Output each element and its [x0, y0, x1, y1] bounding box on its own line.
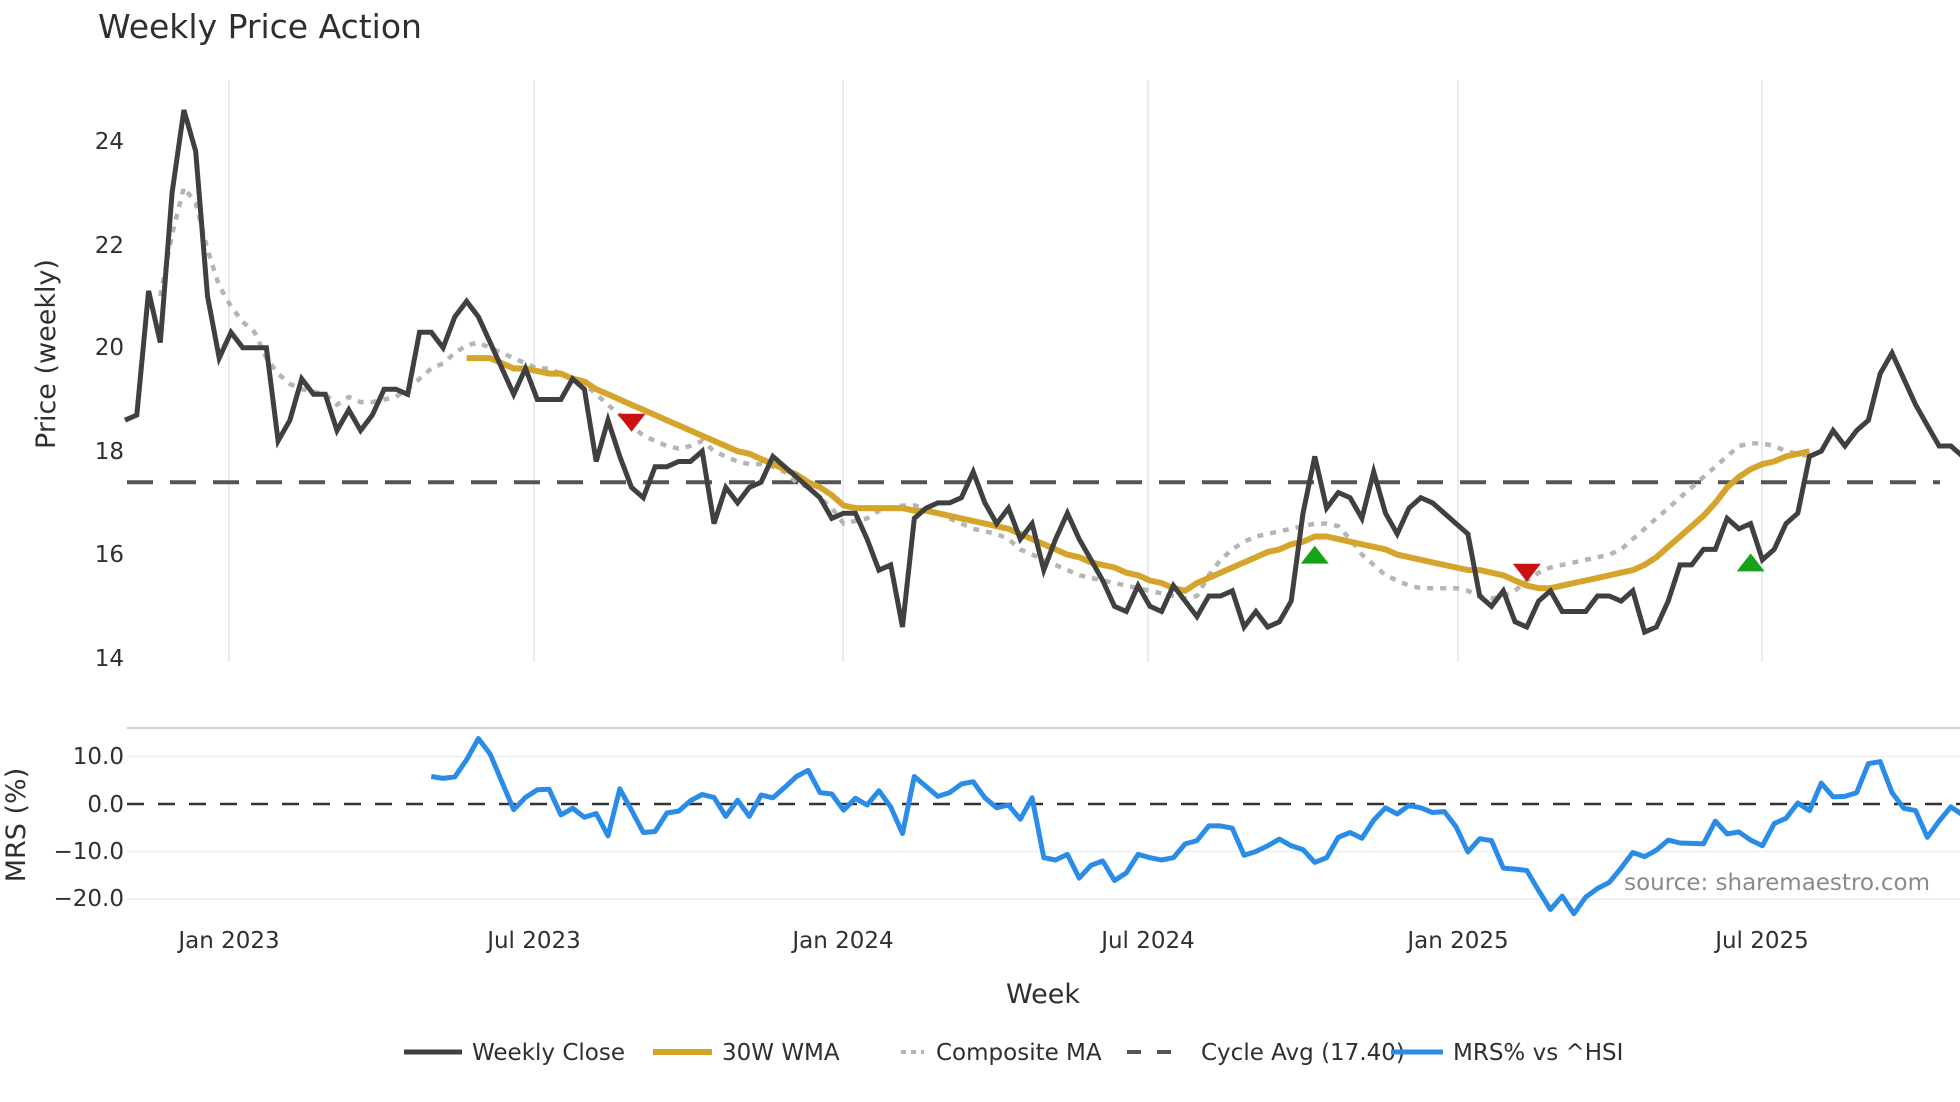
- legend-label: Composite MA: [936, 1040, 1102, 1066]
- weekly-close-line: [123, 109, 1960, 636]
- buy-signal-icon: [1300, 545, 1329, 564]
- mrs-ytick: 0.0: [87, 792, 124, 818]
- xtick: Jul 2025: [1713, 928, 1809, 954]
- xtick: Jan 2023: [176, 928, 279, 954]
- xtick: Jul 2024: [1099, 928, 1195, 954]
- legend-item-mrs[interactable]: MRS% vs ^HSI: [1391, 1040, 1623, 1066]
- legend-label: MRS% vs ^HSI: [1453, 1040, 1623, 1066]
- mrs-ytick: −10.0: [54, 839, 124, 865]
- mrs-line: [430, 736, 1960, 917]
- mrs-y-ticks: 10.0 0.0 −10.0 −20.0: [54, 744, 124, 912]
- xtick: Jan 2025: [1405, 928, 1508, 954]
- price-gridlines: [228, 80, 1763, 662]
- signal-markers: [617, 413, 1765, 582]
- price-ytick: 18: [95, 439, 124, 465]
- legend-label: Weekly Close: [472, 1040, 625, 1066]
- source-annotation: source: sharemaestro.com: [1624, 870, 1930, 896]
- price-ytick: 14: [95, 646, 124, 672]
- legend-item-weekly-close[interactable]: Weekly Close: [404, 1040, 625, 1066]
- mrs-y-axis-title: MRS (%): [1, 768, 32, 883]
- chart-title: Weekly Price Action: [98, 7, 422, 46]
- sell-signal-icon: [617, 413, 646, 432]
- legend: Weekly Close 30W WMA Composite MA Cycle …: [404, 1040, 1623, 1066]
- legend-item-composite-ma[interactable]: Composite MA: [733, 1040, 1102, 1066]
- price-ytick: 22: [95, 233, 124, 259]
- price-y-axis-title: Price (weekly): [31, 259, 62, 449]
- price-ytick: 24: [95, 129, 124, 155]
- legend-label: 30W WMA: [722, 1040, 840, 1066]
- buy-signal-icon: [1736, 553, 1765, 572]
- xtick: Jul 2023: [485, 928, 581, 954]
- legend-item-30w-wma[interactable]: 30W WMA: [653, 1040, 840, 1066]
- price-ytick: 20: [95, 335, 124, 361]
- mrs-ytick: −20.0: [54, 886, 124, 912]
- wma-30w-line: [466, 355, 1811, 594]
- xtick: Jan 2024: [790, 928, 893, 954]
- x-axis-title: Week: [1006, 979, 1080, 1010]
- mrs-ytick: 10.0: [73, 744, 124, 770]
- price-y-ticks: 24 22 20 18 16 14: [95, 129, 124, 672]
- legend-label: Cycle Avg (17.40): [1201, 1040, 1405, 1066]
- sell-signal-icon: [1512, 563, 1541, 582]
- price-ytick: 16: [95, 542, 124, 568]
- legend-item-cycle-avg[interactable]: Cycle Avg (17.40): [1127, 1040, 1405, 1066]
- x-ticks: Jan 2023 Jul 2023 Jan 2024 Jul 2024 Jan …: [176, 928, 1808, 954]
